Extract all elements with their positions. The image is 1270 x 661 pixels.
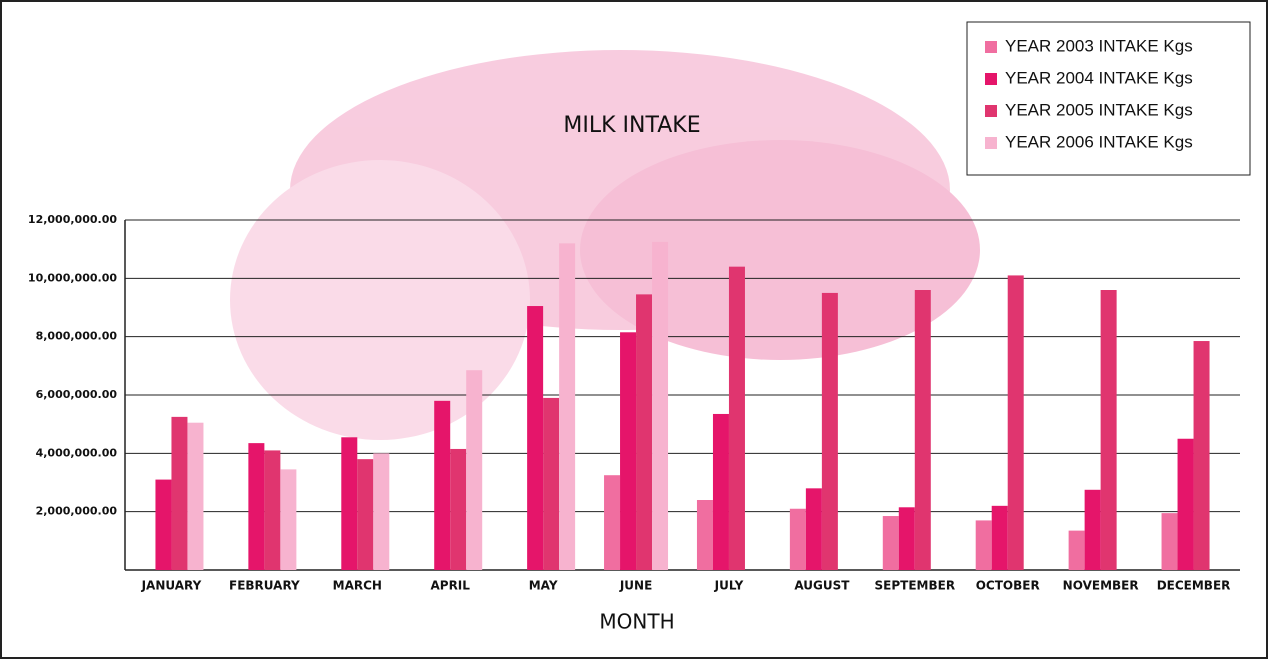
bar bbox=[434, 401, 450, 570]
x-tick-label: APRIL bbox=[430, 579, 470, 593]
legend-label: YEAR 2005 INTAKE Kgs bbox=[1005, 100, 1193, 119]
bar bbox=[450, 449, 466, 570]
bar bbox=[697, 500, 713, 570]
bar bbox=[806, 488, 822, 570]
x-tick-label: AUGUST bbox=[794, 579, 850, 593]
bar bbox=[527, 306, 543, 570]
bar bbox=[899, 507, 915, 570]
y-tick-label: 4,000,000.00 bbox=[36, 446, 118, 459]
y-tick-label: 2,000,000.00 bbox=[36, 505, 118, 518]
y-tick-label: 10,000,000.00 bbox=[28, 271, 117, 284]
bar bbox=[822, 293, 838, 570]
legend-label: YEAR 2004 INTAKE Kgs bbox=[1005, 68, 1193, 87]
bar bbox=[373, 453, 389, 570]
x-tick-label: JANUARY bbox=[141, 579, 202, 593]
chart-title: MILK INTAKE bbox=[563, 113, 700, 138]
bar bbox=[729, 267, 745, 570]
x-tick-label: MAY bbox=[529, 579, 558, 593]
x-tick-label: JULY bbox=[714, 579, 744, 593]
bar bbox=[1178, 439, 1194, 570]
x-tick-label: FEBRUARY bbox=[229, 579, 300, 593]
chart: MILK INTAKE MONTH 2,000,000.00 4,000,000.… bbox=[0, 0, 1270, 661]
x-tick-label: DECEMBER bbox=[1157, 579, 1231, 593]
y-tick-label: 8,000,000.00 bbox=[36, 330, 118, 343]
legend-label: YEAR 2006 INTAKE Kgs bbox=[1005, 132, 1193, 151]
x-tick-label: SEPTEMBER bbox=[875, 579, 956, 593]
bar bbox=[357, 459, 373, 570]
bar bbox=[1085, 490, 1101, 570]
legend-swatch bbox=[985, 73, 997, 85]
bar bbox=[713, 414, 729, 570]
bar bbox=[604, 475, 620, 570]
x-tick-label: JUNE bbox=[619, 579, 652, 593]
bar bbox=[187, 423, 203, 570]
bar bbox=[652, 242, 668, 570]
bar bbox=[341, 437, 357, 570]
y-tick-label: 6,000,000.00 bbox=[36, 388, 118, 401]
bar bbox=[883, 516, 899, 570]
bar bbox=[1069, 531, 1085, 570]
bar bbox=[915, 290, 931, 570]
bar bbox=[264, 450, 280, 570]
x-axis-title: MONTH bbox=[599, 610, 674, 634]
bar bbox=[248, 443, 264, 570]
bar bbox=[1194, 341, 1210, 570]
y-tick-label: 12,000,000.00 bbox=[28, 213, 117, 226]
bar bbox=[466, 370, 482, 570]
bar bbox=[543, 398, 559, 570]
bar bbox=[155, 480, 171, 570]
bar bbox=[790, 509, 806, 570]
legend-label: YEAR 2003 INTAKE Kgs bbox=[1005, 36, 1193, 55]
legend-swatch bbox=[985, 137, 997, 149]
x-tick-label: NOVEMBER bbox=[1063, 579, 1139, 593]
legend-swatch bbox=[985, 105, 997, 117]
bar bbox=[1008, 275, 1024, 570]
bar bbox=[280, 469, 296, 570]
bar bbox=[559, 243, 575, 570]
legend-swatch bbox=[985, 41, 997, 53]
bar bbox=[992, 506, 1008, 570]
bar bbox=[1101, 290, 1117, 570]
x-tick-label: OCTOBER bbox=[976, 579, 1040, 593]
bar bbox=[171, 417, 187, 570]
bar bbox=[1162, 513, 1178, 570]
bar bbox=[976, 520, 992, 570]
bar bbox=[636, 294, 652, 570]
bar bbox=[620, 332, 636, 570]
x-tick-label: MARCH bbox=[333, 579, 382, 593]
